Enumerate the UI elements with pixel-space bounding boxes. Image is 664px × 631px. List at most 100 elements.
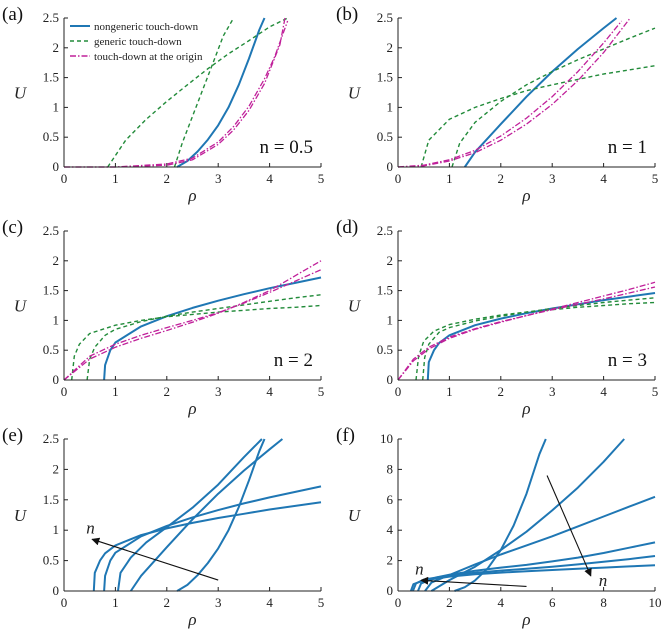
x-axis-label: ρ [521, 610, 530, 629]
y-axis-label: U [14, 297, 28, 316]
x-tick-label: 1 [446, 171, 453, 186]
y-tick-label: 0.5 [377, 342, 393, 357]
panel-label: (e) [2, 425, 23, 446]
y-axis-label: U [348, 84, 362, 103]
n-arrow [546, 475, 592, 577]
origin-series-line [64, 269, 322, 381]
origin-series-line [398, 286, 656, 381]
series-group [398, 281, 656, 381]
x-tick-label: 3 [549, 384, 556, 399]
panel-d: (d) 0 1 2 3 4 5 0 0.5 1 1.5 2 2.5 ρ Un = 3 [336, 217, 658, 418]
nongeneric-series-line [103, 276, 322, 381]
x-tick-label: 0 [61, 171, 68, 186]
origin-series-line [64, 260, 322, 381]
y-tick-label: 0 [53, 583, 60, 598]
x-tick-label: 5 [652, 171, 659, 186]
x-tick-label: 0 [61, 384, 68, 399]
n-annotation: n = 0.5 [260, 137, 313, 158]
x-tick-label: 4 [498, 595, 505, 610]
y-axis-label: U [14, 506, 28, 525]
panel-a: (a) 0 1 2 3 4 5 0 0.5 1 1.5 2 2.5 ρ Un = 0.5 [2, 4, 324, 205]
x-tick-label: 1 [112, 171, 119, 186]
y-tick-label: 1.5 [377, 70, 393, 85]
y-axis-label: U [348, 506, 362, 525]
y-tick-label: 2.5 [43, 223, 59, 238]
nongeneric-series-line [92, 501, 322, 592]
n-arrow-label: n [599, 571, 608, 590]
x-tick-label: 10 [649, 595, 662, 610]
y-tick-label: 2.5 [43, 431, 59, 446]
generic-series-line [415, 301, 656, 381]
nongeneric-series-line [103, 485, 322, 592]
x-tick-label: 0 [61, 595, 68, 610]
y-tick-label: 0 [387, 159, 394, 174]
y-tick-label: 0.5 [43, 129, 59, 144]
x-axis-label: ρ [187, 399, 196, 418]
y-tick-label: 0.5 [43, 553, 59, 568]
n-annotation: n = 2 [274, 350, 313, 371]
n-arrow [91, 537, 219, 581]
y-tick-label: 2 [387, 253, 394, 268]
x-tick-label: 3 [215, 384, 222, 399]
x-tick-label: 3 [215, 595, 222, 610]
nongeneric-series-line [463, 17, 618, 168]
x-tick-label: 0 [395, 384, 402, 399]
generic-series-line [107, 17, 288, 168]
y-tick-label: 2.5 [43, 10, 59, 25]
n-annotation: n = 1 [608, 137, 647, 158]
x-axis-label: ρ [521, 399, 530, 418]
panel-f: (f) 0 2 4 6 8 10 0 2 4 6 8 10 ρ Un n [336, 425, 662, 629]
y-tick-label: 0 [53, 372, 60, 387]
y-tick-label: 0 [387, 583, 394, 598]
panel-label: (c) [2, 217, 23, 238]
y-tick-label: 1 [53, 312, 60, 327]
x-tick-label: 4 [600, 384, 607, 399]
generic-series-line [420, 65, 656, 168]
y-axis-label: U [348, 297, 362, 316]
x-tick-label: 5 [318, 384, 325, 399]
y-tick-label: 1 [53, 99, 60, 114]
series-group [64, 17, 289, 168]
panel-c: (c) 0 1 2 3 4 5 0 0.5 1 1.5 2 2.5 ρ Un = 2 [2, 217, 324, 418]
y-tick-label: 2 [387, 553, 394, 568]
y-tick-label: 0.5 [43, 342, 59, 357]
x-tick-label: 2 [498, 171, 505, 186]
series-group [92, 438, 322, 592]
y-tick-label: 2 [53, 253, 60, 268]
x-tick-label: 6 [549, 595, 556, 610]
y-tick-label: 0 [387, 372, 394, 387]
x-tick-label: 2 [498, 384, 505, 399]
x-tick-label: 8 [600, 595, 607, 610]
nongeneric-series-line [129, 438, 284, 592]
y-tick-label: 2 [387, 40, 394, 55]
y-tick-label: 0 [53, 159, 60, 174]
panel-label: (a) [2, 4, 23, 25]
y-tick-label: 8 [387, 461, 394, 476]
x-tick-label: 2 [164, 384, 171, 399]
generic-series-line [451, 27, 656, 168]
nongeneric-series-line [176, 17, 266, 168]
origin-series-line [64, 20, 289, 168]
x-axis-label: ρ [521, 186, 530, 205]
series-group [398, 17, 656, 168]
panel-b: (b) 0 1 2 3 4 5 0 0.5 1 1.5 2 2.5 ρ Un = 1 [336, 4, 658, 205]
panel-e: (e) 0 1 2 3 4 5 0 0.5 1 1.5 2 2.5 ρ Un [2, 425, 324, 629]
nongeneric-series-line [424, 495, 656, 592]
nongeneric-series-line [426, 292, 656, 381]
panel-label: (b) [336, 4, 358, 25]
x-tick-label: 4 [266, 171, 273, 186]
nongeneric-series-line [117, 438, 263, 592]
n-arrow-label: n [415, 559, 424, 578]
origin-series-line [398, 20, 623, 168]
legend: nongeneric touch-down generic touch-down t… [70, 21, 203, 63]
x-axis-label: ρ [187, 610, 196, 629]
y-tick-label: 0.5 [377, 129, 393, 144]
y-axis-label: U [14, 84, 28, 103]
y-tick-label: 1 [387, 99, 394, 114]
legend-label: generic touch-down [94, 36, 182, 48]
generic-series-line [86, 294, 322, 381]
x-tick-label: 5 [652, 384, 659, 399]
series-group [409, 438, 656, 592]
y-tick-label: 2 [53, 461, 60, 476]
